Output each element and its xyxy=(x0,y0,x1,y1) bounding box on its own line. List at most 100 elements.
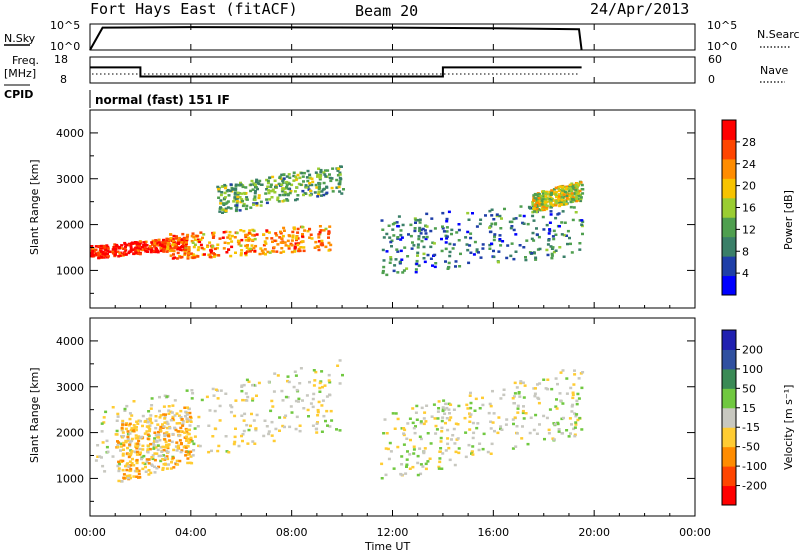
data-cell xyxy=(578,199,582,202)
time-axis: 00:00 04:00 08:00 12:00 16:00 20:00 00:00 xyxy=(74,24,711,539)
data-cell xyxy=(301,189,305,193)
data-cell xyxy=(279,232,283,235)
data-cell xyxy=(148,447,152,451)
data-cell xyxy=(328,173,331,176)
data-cell xyxy=(254,244,258,248)
data-cell xyxy=(559,200,563,204)
data-cell xyxy=(138,436,142,439)
data-cell xyxy=(481,403,485,407)
data-cell xyxy=(162,247,166,251)
data-cell xyxy=(581,220,585,223)
data-cell xyxy=(192,245,196,249)
data-cell xyxy=(406,255,410,258)
data-cell xyxy=(556,421,560,425)
data-cell xyxy=(184,244,188,248)
power-panel-frame xyxy=(89,109,696,309)
data-cell xyxy=(528,206,531,209)
data-cell xyxy=(135,475,139,478)
data-cell xyxy=(338,429,342,432)
colorbar-swatch xyxy=(722,407,736,428)
data-cell xyxy=(126,435,130,439)
data-cell xyxy=(313,191,317,194)
data-cell xyxy=(241,439,244,443)
data-cell xyxy=(115,419,119,422)
data-cell xyxy=(154,419,158,422)
data-cell xyxy=(238,196,242,199)
data-cell xyxy=(535,227,538,230)
data-cell xyxy=(489,420,493,423)
data-cell xyxy=(383,418,387,421)
data-cell xyxy=(396,250,400,253)
data-cell xyxy=(523,384,527,387)
data-cell xyxy=(415,418,419,421)
data-cell xyxy=(186,453,190,456)
data-cell xyxy=(216,243,220,246)
data-cell xyxy=(156,423,160,426)
data-cell xyxy=(125,468,129,472)
data-cell xyxy=(426,432,430,435)
data-cell xyxy=(255,178,259,182)
data-cell xyxy=(301,235,304,238)
data-cell xyxy=(227,194,231,197)
data-cell xyxy=(162,239,165,242)
data-cell xyxy=(172,234,176,238)
data-cell xyxy=(189,420,193,423)
data-cell xyxy=(565,234,568,237)
data-cell xyxy=(454,450,458,454)
data-cell xyxy=(181,248,184,252)
data-cell xyxy=(574,414,578,418)
data-cell xyxy=(441,227,445,230)
data-cell xyxy=(138,447,142,451)
data-cell xyxy=(568,192,572,196)
data-cell xyxy=(389,240,393,244)
data-cell xyxy=(128,432,132,435)
data-cell xyxy=(322,414,326,418)
data-cell xyxy=(450,232,453,236)
data-cell xyxy=(434,424,438,428)
data-cell xyxy=(196,425,200,428)
data-cell xyxy=(224,209,228,212)
data-cell xyxy=(440,430,444,433)
data-cell xyxy=(551,204,555,207)
data-cell xyxy=(176,463,180,466)
data-cell xyxy=(285,175,289,178)
data-cell xyxy=(123,247,127,251)
data-cell xyxy=(192,254,196,257)
data-cell xyxy=(132,424,136,427)
data-cell xyxy=(381,269,385,273)
data-cell xyxy=(159,459,163,463)
data-cell xyxy=(295,415,299,419)
data-cell xyxy=(441,452,445,455)
data-cell xyxy=(418,229,421,233)
data-cell xyxy=(416,461,420,465)
data-cell xyxy=(153,471,157,474)
data-cell xyxy=(433,227,437,230)
data-cell xyxy=(292,227,296,231)
data-cell xyxy=(554,199,558,203)
data-cell xyxy=(141,448,145,451)
data-cell xyxy=(130,437,134,441)
data-cell xyxy=(175,235,178,238)
data-cell xyxy=(135,458,139,462)
data-cell xyxy=(408,453,412,456)
data-cell xyxy=(235,231,239,235)
data-cell xyxy=(156,250,160,254)
data-cell xyxy=(555,407,559,410)
data-cell xyxy=(436,417,440,420)
data-cell xyxy=(190,461,194,465)
data-cell xyxy=(549,204,553,207)
data-cell xyxy=(302,249,306,253)
data-cell xyxy=(574,421,578,424)
data-cell xyxy=(281,181,285,184)
data-cell xyxy=(570,405,574,408)
data-cell xyxy=(193,435,197,438)
data-cell xyxy=(488,243,492,247)
data-cell xyxy=(129,469,133,472)
data-cell xyxy=(545,204,549,208)
data-cell xyxy=(133,425,137,429)
data-cell xyxy=(445,406,449,410)
data-cell xyxy=(143,432,147,435)
data-cell xyxy=(244,234,248,237)
x-tick-label: 08:00 xyxy=(276,526,308,539)
data-cell xyxy=(466,211,470,215)
